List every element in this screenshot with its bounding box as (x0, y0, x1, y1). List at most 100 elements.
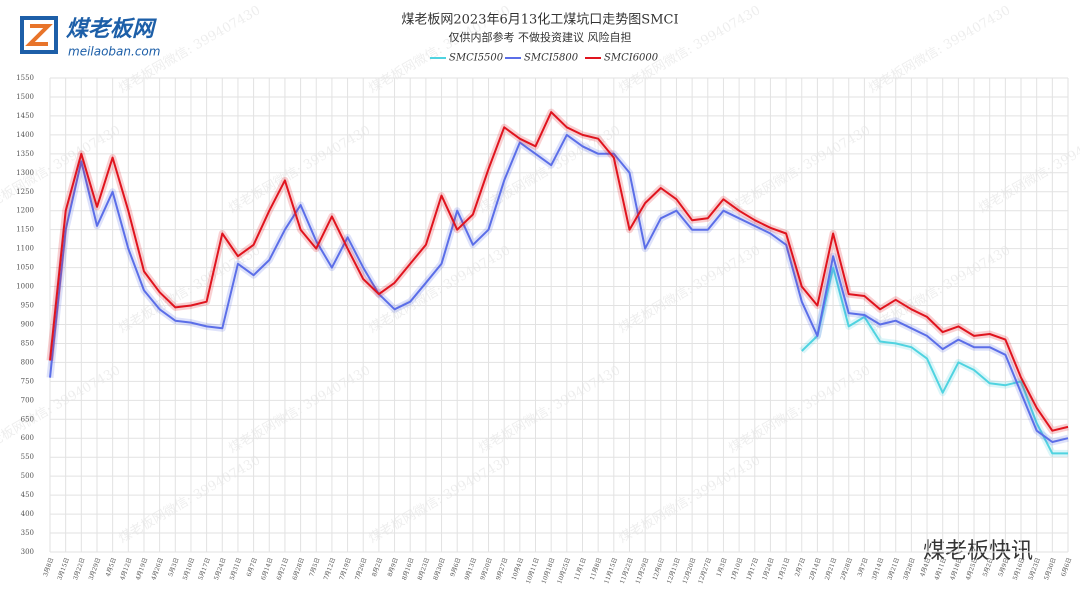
y-tick-label: 600 (21, 434, 34, 442)
chart-title: 煤老板网2023年6月13化工煤坑口走势图SMCI (401, 12, 678, 28)
y-tick-label: 750 (21, 377, 34, 385)
y-tick-label: 1000 (16, 283, 34, 291)
x-tick-label: 6月6日 (1060, 557, 1073, 578)
y-tick-label: 700 (21, 396, 34, 404)
y-tick-label: 900 (21, 320, 34, 328)
x-tick-label: 2月21日 (824, 557, 839, 581)
x-tick-label: 7月5日 (308, 557, 321, 578)
x-tick-label: 6月21日 (276, 557, 291, 581)
x-tick-label: 12月13日 (666, 557, 682, 585)
x-tick-label: 9月20日 (479, 557, 494, 581)
y-tick-label: 1250 (16, 188, 34, 196)
logo-url: meilaoban.com (68, 45, 160, 59)
y-tick-label: 1300 (16, 169, 34, 177)
y-tick-label: 1200 (16, 207, 34, 215)
x-tick-label: 1月3日 (715, 557, 728, 578)
series-line (801, 266, 1068, 455)
logo-icon (20, 16, 58, 54)
x-tick-label: 8月16日 (401, 557, 416, 581)
x-tick-label: 2月14日 (808, 557, 823, 581)
x-tick-label: 6月7日 (246, 557, 259, 578)
x-tick-label: 7月12日 (323, 557, 338, 581)
x-tick-label: 5月17日 (197, 557, 212, 581)
x-tick-label: 5月31日 (229, 557, 244, 581)
legend-label: SMCI5800 (524, 53, 579, 64)
y-tick-label: 400 (21, 510, 34, 518)
x-tick-label: 5月3日 (167, 557, 180, 578)
logo: 煤老板网 meilaoban.com (20, 16, 160, 59)
x-tick-label: 3月7日 (856, 557, 869, 578)
legend-label: SMCI6000 (604, 53, 659, 64)
x-tick-label: 3月29日 (88, 557, 103, 581)
y-tick-label: 1450 (16, 112, 34, 120)
chart-subtitle: 仅供内部参考 不做投资建议 风险自担 (449, 30, 632, 44)
y-tick-label: 1350 (16, 150, 34, 158)
y-tick-label: 1500 (16, 93, 34, 101)
x-tick-label: 11月29日 (635, 557, 651, 585)
x-tick-label: 10月4日 (511, 557, 526, 581)
x-tick-label: 7月26日 (354, 557, 369, 581)
watermark: 煤老板网微信: 399407430 (976, 123, 1080, 216)
x-tick-label: 10月11日 (525, 557, 541, 585)
x-tick-label: 1月17日 (745, 557, 760, 581)
watermark: 煤老板网微信: 399407430 (226, 363, 373, 456)
x-tick-label: 2月28日 (839, 557, 854, 581)
x-tick-label: 3月22日 (72, 557, 87, 581)
y-tick-label: 950 (21, 302, 34, 310)
watermark: 煤老板网微信: 399407430 (616, 453, 763, 546)
x-tick-label: 6月14日 (260, 557, 275, 581)
y-tick-label: 450 (21, 491, 34, 499)
x-tick-label: 9月27日 (495, 557, 510, 581)
x-tick-label: 3月28日 (902, 557, 917, 581)
x-tick-label: 5月10日 (182, 557, 197, 581)
x-tick-label: 1月31日 (777, 557, 792, 581)
x-tick-label: 8月2日 (371, 557, 384, 578)
x-tick-label: 4月19日 (135, 557, 150, 581)
y-tick-label: 1550 (16, 74, 34, 82)
x-tick-label: 1月24日 (761, 557, 776, 581)
watermark: 煤老板网微信: 399407430 (0, 363, 123, 456)
x-tick-label: 11月8日 (589, 557, 604, 581)
x-tick-label: 5月24日 (213, 557, 228, 581)
x-tick-label: 7月19日 (338, 557, 353, 581)
x-tick-label: 11月22日 (619, 557, 635, 585)
y-tick-label: 1150 (16, 226, 34, 234)
x-tick-label: 11月15日 (603, 557, 619, 585)
watermark: 煤老板网微信: 399407430 (366, 453, 513, 546)
y-tick-label: 550 (21, 453, 34, 461)
x-tick-label: 12月20日 (682, 557, 698, 585)
y-tick-label: 1400 (16, 131, 34, 139)
x-tick-label: 9月13日 (464, 557, 479, 581)
watermark: 煤老板网微信: 399407430 (866, 3, 1013, 96)
watermark: 煤老板网微信: 399407430 (476, 363, 623, 456)
y-tick-label: 850 (21, 339, 34, 347)
x-tick-label: 2月7日 (794, 557, 807, 578)
watermarks: 煤老板网微信: 399407430 煤老板网微信: 399407430 煤老板网微信… (0, 3, 1080, 546)
legend-label: SMCI5500 (449, 53, 504, 64)
x-tick-label: 9月6日 (449, 557, 462, 578)
x-tick-label: 8月23日 (417, 557, 432, 581)
x-tick-label: 3月21日 (886, 557, 901, 581)
x-tick-label: 3月8日 (42, 557, 55, 578)
watermark: 煤老板网微信: 399407430 (726, 363, 873, 456)
watermark: 煤老板网微信: 399407430 (616, 243, 763, 336)
series-line (49, 133, 1069, 443)
x-tick-label: 4月26日 (150, 557, 165, 581)
x-tick-label: 8月30日 (432, 557, 447, 581)
x-tick-label: 8月9日 (387, 557, 400, 578)
x-tick-label: 4月4日 (919, 557, 932, 578)
x-tick-label: 4月12日 (119, 557, 134, 581)
watermark: 煤老板网微信: 399407430 (726, 123, 873, 216)
logo-mark (25, 24, 53, 46)
y-tick-label: 650 (21, 415, 34, 423)
y-tick-label: 1050 (16, 264, 34, 272)
y-tick-label: 350 (21, 529, 34, 537)
x-tick-label: 6月28日 (291, 557, 306, 581)
x-tick-label: 5月30日 (1043, 557, 1058, 581)
x-tick-label: 3月14日 (871, 557, 886, 581)
x-tick-label: 12月27日 (697, 557, 713, 585)
y-tick-label: 300 (21, 548, 34, 556)
y-tick-label: 500 (21, 472, 34, 480)
x-tick-label: 1月10日 (730, 557, 745, 581)
